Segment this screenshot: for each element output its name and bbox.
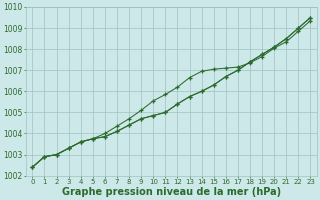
X-axis label: Graphe pression niveau de la mer (hPa): Graphe pression niveau de la mer (hPa) (62, 187, 281, 197)
